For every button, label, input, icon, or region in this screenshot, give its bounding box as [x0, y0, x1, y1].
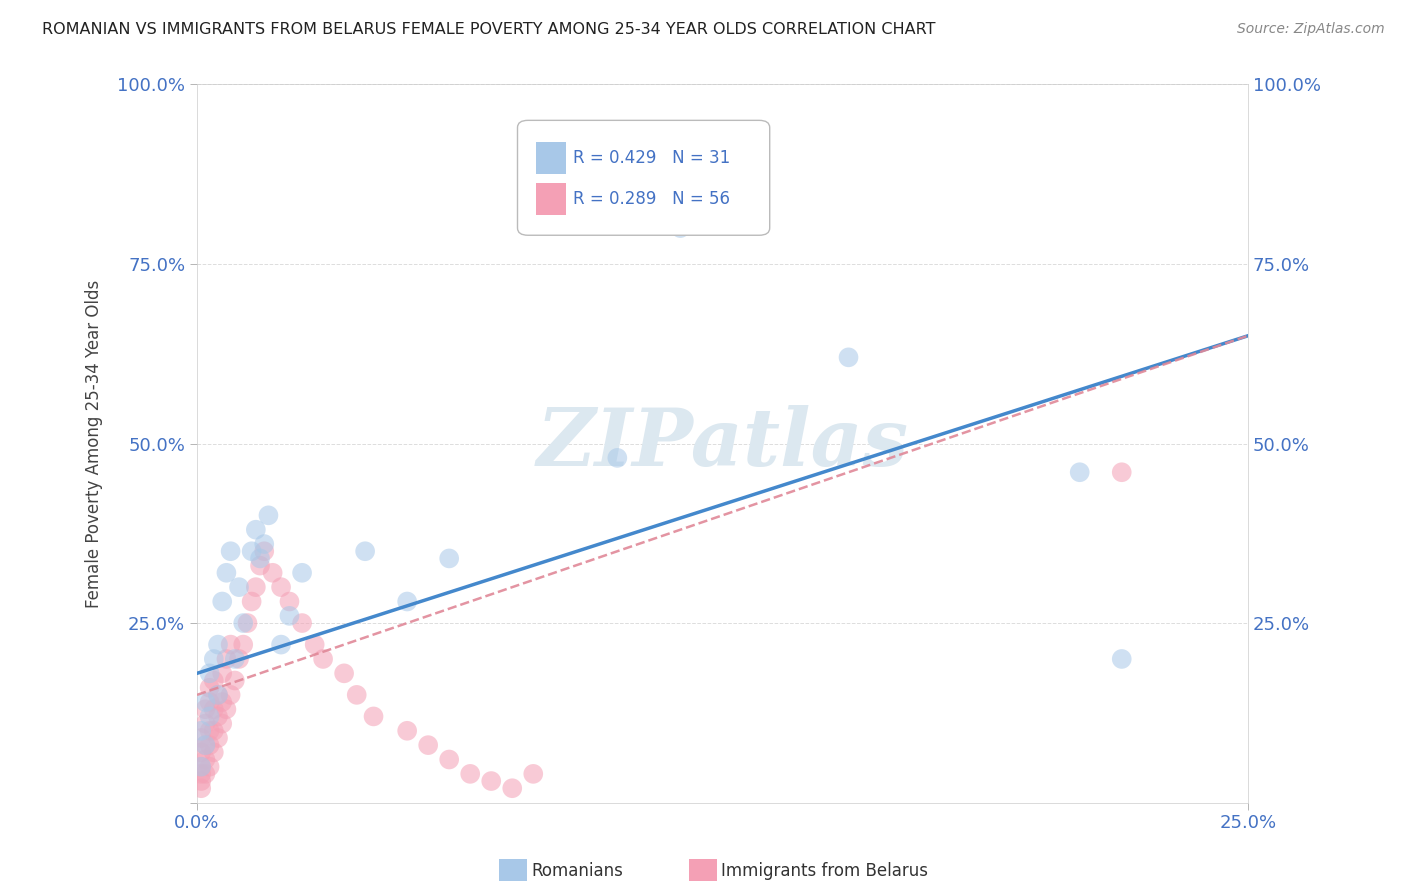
Point [207, 688, 229, 702]
Point [257, 508, 280, 523]
Point [207, 731, 229, 745]
Point [207, 709, 229, 723]
Bar [537, 183, 565, 215]
Bar [537, 142, 565, 174]
Point [304, 638, 326, 652]
Point [219, 544, 242, 558]
Point [194, 738, 217, 752]
Text: ROMANIAN VS IMMIGRANTS FROM BELARUS FEMALE POVERTY AMONG 25-34 YEAR OLDS CORRELA: ROMANIAN VS IMMIGRANTS FROM BELARUS FEMA… [42, 22, 935, 37]
Point [211, 716, 233, 731]
Point [211, 695, 233, 709]
Point [198, 709, 221, 723]
Point [312, 652, 335, 666]
Point [396, 594, 419, 608]
Point [211, 594, 233, 608]
Point [190, 723, 212, 738]
Point [202, 745, 225, 759]
Text: ZIPatlas: ZIPatlas [536, 405, 908, 483]
Point [198, 723, 221, 738]
Point [198, 760, 221, 774]
Point [194, 767, 217, 781]
Point [346, 688, 368, 702]
Point [249, 558, 271, 573]
Point [270, 580, 292, 594]
Point [190, 774, 212, 789]
Point [190, 760, 212, 774]
Point [202, 702, 225, 716]
Point [253, 544, 276, 558]
Point [219, 688, 242, 702]
Point [363, 709, 385, 723]
Point [418, 738, 440, 752]
Point [190, 731, 212, 745]
Point [291, 566, 314, 580]
Point [249, 551, 271, 566]
Point [224, 673, 246, 688]
Text: R = 0.429   N = 31: R = 0.429 N = 31 [574, 149, 731, 168]
Point [198, 738, 221, 752]
Point [837, 351, 859, 365]
Point [194, 702, 217, 716]
Point [479, 774, 502, 789]
FancyBboxPatch shape [517, 120, 769, 235]
Point [207, 638, 229, 652]
Point [232, 615, 254, 630]
Text: Romanians: Romanians [531, 862, 623, 880]
Point [228, 652, 250, 666]
Point [219, 638, 242, 652]
Point [606, 450, 628, 465]
Point [215, 702, 238, 716]
Point [211, 666, 233, 681]
Point [190, 781, 212, 796]
Point [253, 537, 276, 551]
Point [245, 523, 267, 537]
Point [291, 615, 314, 630]
Point [194, 716, 217, 731]
Point [228, 580, 250, 594]
Point [240, 594, 263, 608]
Point [190, 745, 212, 759]
Point [522, 767, 544, 781]
Point [458, 767, 481, 781]
Point [194, 738, 217, 752]
Point [278, 608, 301, 623]
Point [202, 723, 225, 738]
Text: Immigrants from Belarus: Immigrants from Belarus [721, 862, 928, 880]
Point [207, 688, 229, 702]
Point [215, 566, 238, 580]
Point [396, 723, 419, 738]
Point [278, 594, 301, 608]
Point [669, 221, 692, 235]
Point [270, 638, 292, 652]
Text: Source: ZipAtlas.com: Source: ZipAtlas.com [1237, 22, 1385, 37]
Point [1111, 465, 1133, 479]
Point [240, 544, 263, 558]
Point [198, 681, 221, 695]
Point [224, 652, 246, 666]
Point [1111, 652, 1133, 666]
Point [1069, 465, 1091, 479]
Point [215, 652, 238, 666]
Point [333, 666, 356, 681]
Point [262, 566, 284, 580]
Point [236, 615, 259, 630]
Point [501, 781, 523, 796]
Point [198, 695, 221, 709]
Text: R = 0.289   N = 56: R = 0.289 N = 56 [574, 190, 730, 209]
Point [437, 551, 460, 566]
Point [194, 752, 217, 766]
Point [232, 638, 254, 652]
Point [198, 666, 221, 681]
Point [190, 767, 212, 781]
Point [202, 652, 225, 666]
Point [354, 544, 377, 558]
Point [202, 673, 225, 688]
Point [437, 752, 460, 766]
Point [194, 695, 217, 709]
Y-axis label: Female Poverty Among 25-34 Year Olds: Female Poverty Among 25-34 Year Olds [86, 279, 103, 607]
Point [190, 760, 212, 774]
Point [245, 580, 267, 594]
